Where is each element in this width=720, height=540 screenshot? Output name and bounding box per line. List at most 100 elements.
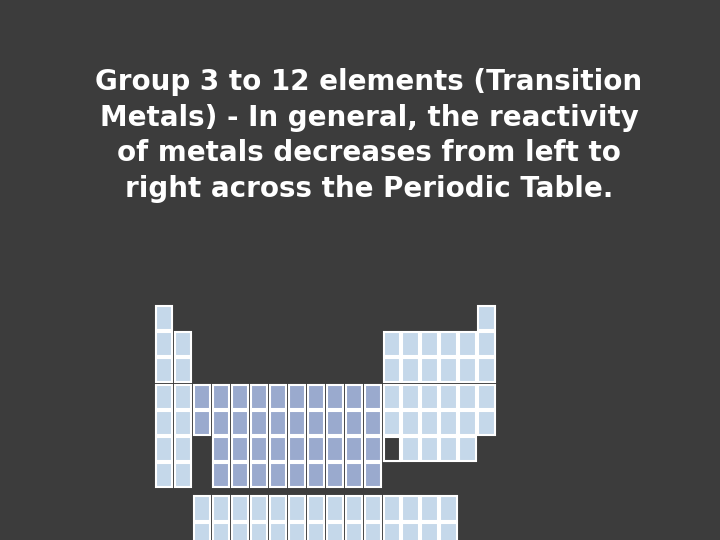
Bar xyxy=(364,437,381,461)
Bar xyxy=(251,384,267,409)
Bar xyxy=(384,437,400,461)
Bar xyxy=(156,332,172,356)
Bar xyxy=(421,332,438,356)
Bar xyxy=(194,411,210,435)
Bar xyxy=(232,463,248,487)
Bar xyxy=(441,411,456,435)
Bar xyxy=(402,359,418,382)
Bar xyxy=(346,523,361,540)
Bar xyxy=(421,437,438,461)
Bar xyxy=(459,332,476,356)
Bar xyxy=(384,437,400,461)
Bar xyxy=(251,496,267,521)
Bar xyxy=(327,496,343,521)
Bar xyxy=(346,384,361,409)
Bar xyxy=(402,332,418,356)
Bar xyxy=(459,359,476,382)
Bar xyxy=(213,523,229,540)
Bar xyxy=(307,411,324,435)
Bar xyxy=(384,411,400,435)
Bar xyxy=(307,437,324,461)
Bar xyxy=(232,523,248,540)
Bar xyxy=(156,359,172,382)
Bar xyxy=(251,437,267,461)
Bar xyxy=(346,463,361,487)
Bar xyxy=(213,384,229,409)
Bar xyxy=(346,496,361,521)
Bar xyxy=(213,411,229,435)
Bar xyxy=(441,384,456,409)
Bar xyxy=(270,463,286,487)
Bar xyxy=(289,523,305,540)
Bar xyxy=(156,411,172,435)
Bar xyxy=(478,306,495,330)
Bar xyxy=(421,384,438,409)
Bar xyxy=(421,523,438,540)
Bar xyxy=(213,496,229,521)
Bar xyxy=(459,437,476,461)
Bar xyxy=(232,437,248,461)
Bar xyxy=(175,384,191,409)
Bar xyxy=(175,332,191,356)
Bar xyxy=(441,332,456,356)
Bar xyxy=(194,384,210,409)
Bar xyxy=(289,463,305,487)
Bar xyxy=(232,384,248,409)
Bar xyxy=(327,437,343,461)
Bar xyxy=(175,463,191,487)
Bar xyxy=(478,411,495,435)
Bar xyxy=(156,437,172,461)
Bar xyxy=(364,496,381,521)
Bar xyxy=(327,411,343,435)
Bar xyxy=(156,306,172,330)
Bar xyxy=(307,463,324,487)
Bar xyxy=(478,332,495,356)
Text: Group 3 to 12 elements (Transition
Metals) - In general, the reactivity
of metal: Group 3 to 12 elements (Transition Metal… xyxy=(96,68,642,203)
Bar xyxy=(307,384,324,409)
Bar xyxy=(289,437,305,461)
Bar xyxy=(364,463,381,487)
Bar xyxy=(384,384,400,409)
Bar xyxy=(194,523,210,540)
Bar xyxy=(232,411,248,435)
Bar xyxy=(213,463,229,487)
Bar xyxy=(307,496,324,521)
Bar xyxy=(270,437,286,461)
Bar xyxy=(270,411,286,435)
Bar xyxy=(289,411,305,435)
Bar xyxy=(251,411,267,435)
Bar xyxy=(384,496,400,521)
Bar xyxy=(364,411,381,435)
Bar xyxy=(194,496,210,521)
Bar xyxy=(421,411,438,435)
Bar xyxy=(384,359,400,382)
Bar xyxy=(251,463,267,487)
Bar xyxy=(441,496,456,521)
Bar xyxy=(270,384,286,409)
Bar xyxy=(402,437,418,461)
Bar xyxy=(441,359,456,382)
Bar xyxy=(441,437,456,461)
Bar xyxy=(421,359,438,382)
Bar xyxy=(478,384,495,409)
Bar xyxy=(327,384,343,409)
Bar xyxy=(459,411,476,435)
Bar xyxy=(289,496,305,521)
Bar xyxy=(156,463,172,487)
Bar xyxy=(441,523,456,540)
Bar xyxy=(421,496,438,521)
Bar xyxy=(251,523,267,540)
Bar xyxy=(175,437,191,461)
Bar xyxy=(156,384,172,409)
Bar xyxy=(402,523,418,540)
Bar xyxy=(384,332,400,356)
Bar xyxy=(289,384,305,409)
Bar xyxy=(175,359,191,382)
Bar xyxy=(175,411,191,435)
Bar xyxy=(327,463,343,487)
Bar xyxy=(346,437,361,461)
Bar xyxy=(459,384,476,409)
Bar xyxy=(364,523,381,540)
Bar xyxy=(384,523,400,540)
Bar xyxy=(402,411,418,435)
